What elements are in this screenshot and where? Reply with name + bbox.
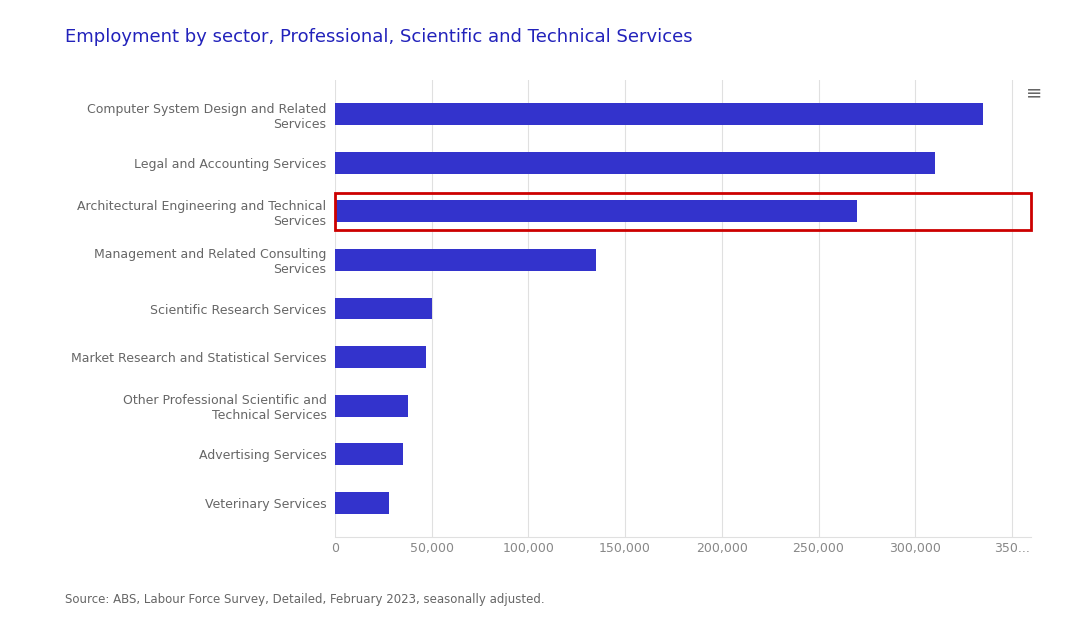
Bar [335,201,858,222]
Bar [335,492,389,514]
Bar [335,346,426,368]
Bar [335,297,432,320]
Text: Source: ABS, Labour Force Survey, Detailed, February 2023, seasonally adjusted.: Source: ABS, Labour Force Survey, Detail… [65,593,544,606]
Bar [335,443,403,465]
Text: ≡: ≡ [1026,83,1042,102]
Bar [335,103,983,125]
Bar [335,193,1031,230]
Bar [335,152,934,174]
Text: Employment by sector, Professional, Scientific and Technical Services: Employment by sector, Professional, Scie… [65,28,692,46]
Bar [335,249,596,271]
Bar [335,395,408,416]
